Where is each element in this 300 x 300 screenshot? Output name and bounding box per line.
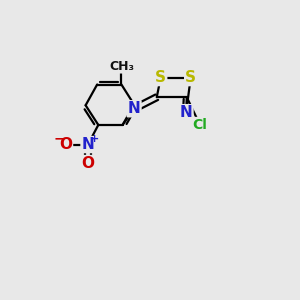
- Text: O: O: [59, 137, 72, 152]
- Text: N: N: [180, 105, 193, 120]
- Text: S: S: [185, 70, 196, 85]
- Text: O: O: [81, 156, 94, 171]
- Text: N: N: [82, 137, 94, 152]
- Text: Cl: Cl: [193, 118, 207, 132]
- Text: N: N: [128, 101, 140, 116]
- Text: CH₃: CH₃: [109, 59, 134, 73]
- Text: S: S: [155, 70, 166, 85]
- Text: −: −: [54, 132, 65, 146]
- Text: +: +: [90, 134, 99, 144]
